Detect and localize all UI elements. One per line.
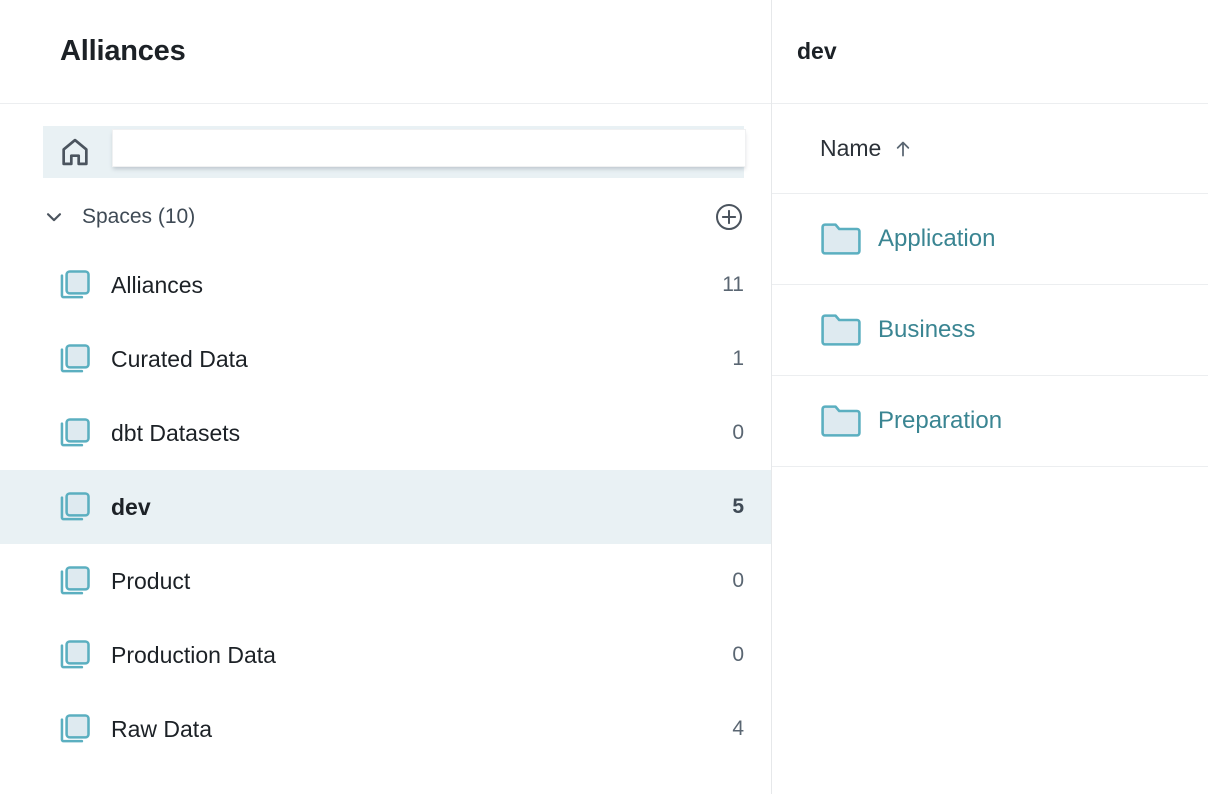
space-name-label: dbt Datasets	[111, 419, 241, 446]
space-list-item[interactable]: Product 0	[0, 544, 771, 618]
space-name-label: dev	[111, 493, 151, 520]
folder-name-label: Application	[878, 225, 996, 252]
name-column-label: Name	[820, 135, 882, 161]
arrow-up-icon[interactable]	[893, 138, 913, 160]
space-item-count: 11	[722, 273, 744, 296]
space-list-item[interactable]: Alliances 11	[0, 248, 771, 322]
space-list-item[interactable]: Curated Data 1	[0, 322, 771, 396]
stacked-cards-icon	[57, 267, 93, 303]
stacked-cards-icon	[57, 341, 93, 377]
folder-icon	[820, 404, 862, 438]
chevron-down-icon[interactable]	[43, 206, 65, 228]
folder-list: Application Business Preparation	[772, 194, 1208, 467]
breadcrumb-bar	[43, 126, 746, 178]
spaces-list: Alliances 11 Curated Data 1	[0, 248, 771, 766]
home-icon[interactable]	[58, 135, 92, 169]
stacked-cards-icon	[57, 637, 93, 673]
space-item-count: 1	[732, 347, 744, 370]
folder-list-item[interactable]: Preparation	[772, 376, 1208, 467]
space-list-item[interactable]: Raw Data 4	[0, 692, 771, 766]
page-title: Alliances	[60, 35, 186, 67]
spaces-sidebar-panel: Alliances Spaces (10)	[0, 0, 772, 794]
circle-plus-icon[interactable]	[714, 202, 744, 232]
folder-name-label: Preparation	[878, 407, 1003, 434]
space-item-count: 0	[732, 569, 744, 592]
space-name-label: Production Data	[111, 641, 276, 668]
name-column-header[interactable]: Name	[772, 104, 1208, 194]
space-name-label: Curated Data	[111, 345, 248, 372]
space-list-item[interactable]: Production Data 0	[0, 618, 771, 692]
folder-icon	[820, 222, 862, 256]
space-name-label: Product	[111, 567, 191, 594]
stacked-cards-icon	[57, 489, 93, 525]
space-item-count: 0	[732, 643, 744, 666]
spaces-section-label: Spaces (10)	[82, 205, 196, 228]
folder-list-item[interactable]: Application	[772, 194, 1208, 285]
folder-panel-header: dev	[772, 0, 1208, 104]
folder-contents-panel: dev Name Application	[772, 0, 1208, 794]
folder-icon	[820, 313, 862, 347]
folder-name-label: Business	[878, 316, 976, 343]
folder-list-item[interactable]: Business	[772, 285, 1208, 376]
stacked-cards-icon	[57, 563, 93, 599]
current-space-title: dev	[797, 38, 837, 64]
sidebar-header: Alliances	[0, 0, 771, 104]
space-list-item-selected[interactable]: dev 5	[0, 470, 771, 544]
space-item-count: 4	[732, 717, 744, 740]
space-item-count: 0	[732, 421, 744, 444]
stacked-cards-icon	[57, 415, 93, 451]
space-list-item[interactable]: dbt Datasets 0	[0, 396, 771, 470]
space-item-count: 5	[732, 495, 744, 518]
breadcrumb-overlay-popup[interactable]	[112, 129, 746, 167]
space-name-label: Alliances	[111, 271, 204, 298]
stacked-cards-icon	[57, 711, 93, 747]
space-name-label: Raw Data	[111, 715, 212, 742]
spaces-section-header[interactable]: Spaces (10)	[0, 188, 771, 246]
